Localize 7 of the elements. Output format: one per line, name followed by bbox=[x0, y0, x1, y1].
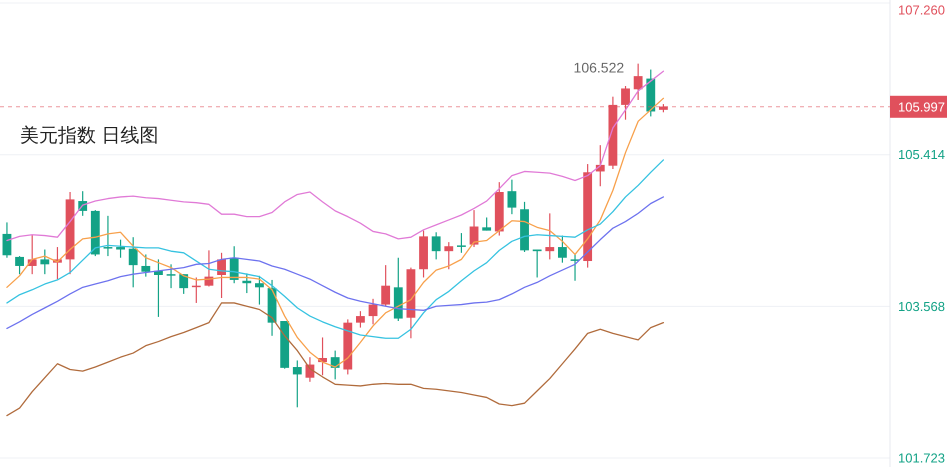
y-tick-label: 107.260 bbox=[898, 2, 945, 18]
annotation: 106.522 bbox=[574, 60, 624, 76]
ref-line-label: 105.997 bbox=[898, 99, 945, 114]
text: 美元指数 日线图 bbox=[20, 124, 158, 146]
y-tick-label: 103.568 bbox=[898, 298, 945, 314]
y-tick-label: 101.723 bbox=[898, 450, 945, 466]
y-tick-label: 105.414 bbox=[898, 147, 945, 162]
